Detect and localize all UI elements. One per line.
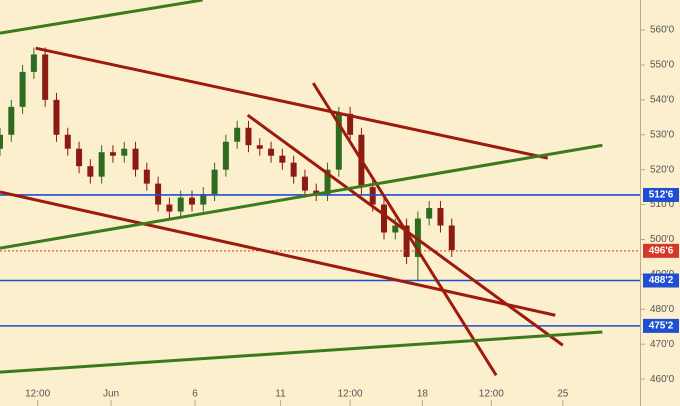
trend-line [0,330,603,374]
candle-body [290,162,297,177]
candle-body [381,204,387,233]
candle-body [347,113,354,135]
trend-line [311,82,498,377]
y-tick-label: 550'0 [650,60,675,71]
price-level-tag [643,187,679,202]
candle-body [189,197,195,205]
y-tick-label: 480'0 [650,304,675,315]
candle-body [222,141,229,170]
x-tick-label: 12:00 [338,389,363,400]
candle-body [335,113,342,170]
y-tick-label: 540'0 [650,94,675,105]
y-tick-label: 530'0 [650,129,675,140]
candle-body [155,183,162,205]
price-level-tag [643,273,679,288]
x-tick-label: 18 [417,389,429,400]
candle-body [19,71,26,107]
price-level-label: 488'2 [649,275,674,286]
candle-body [0,134,3,149]
price-level-label: 475'2 [649,321,674,332]
candle-body [200,194,207,205]
candle-body [268,148,275,156]
candle-body [53,99,60,135]
x-tick-label: 25 [557,389,569,400]
y-tick-label: 470'0 [650,339,675,350]
candle-body [256,145,263,149]
candle-body [166,204,173,212]
candle-body [392,225,399,233]
candle-body [245,127,252,146]
candle-body [437,208,444,226]
price-level-label: 496'6 [649,245,674,256]
candle-body [301,176,308,191]
candle-body [324,169,331,195]
candle-body [87,166,94,177]
y-tick-label: 460'0 [650,374,675,385]
y-tick-label: 560'0 [650,25,675,36]
candle-body [76,148,83,167]
candle-body [177,197,184,212]
x-tick-label: 12:00 [479,389,504,400]
candle-body [234,127,241,142]
candle-body [369,187,376,205]
x-tick-label: 12:00 [25,389,50,400]
trend-line [35,46,549,160]
price-level-tag [643,243,679,258]
trend-line [0,0,203,35]
trend-line [0,143,603,250]
trend-line [0,190,556,317]
candle-body [109,152,116,156]
candle-body [132,148,139,170]
price-level-label: 512'6 [649,190,674,201]
candle-body [42,54,49,100]
candle-body [30,54,37,72]
price-level-tag [643,318,679,333]
candle-body [403,225,410,257]
x-tick-label: 6 [192,389,198,400]
candle-body [426,208,433,219]
y-tick-label: 510'0 [650,199,675,210]
candle-body [121,148,128,156]
candle-body [64,134,71,149]
candle-body [313,190,320,195]
x-tick-label: Jun [103,389,119,400]
candle-body [279,155,286,163]
candle-body [8,106,15,135]
candle-body [98,152,105,177]
y-tick-label: 520'0 [650,164,675,175]
x-tick-label: 11 [275,389,286,400]
candle-body [143,169,150,184]
candle-body [448,225,455,250]
y-tick-label: 500'0 [650,234,675,245]
candle-body [211,169,218,195]
